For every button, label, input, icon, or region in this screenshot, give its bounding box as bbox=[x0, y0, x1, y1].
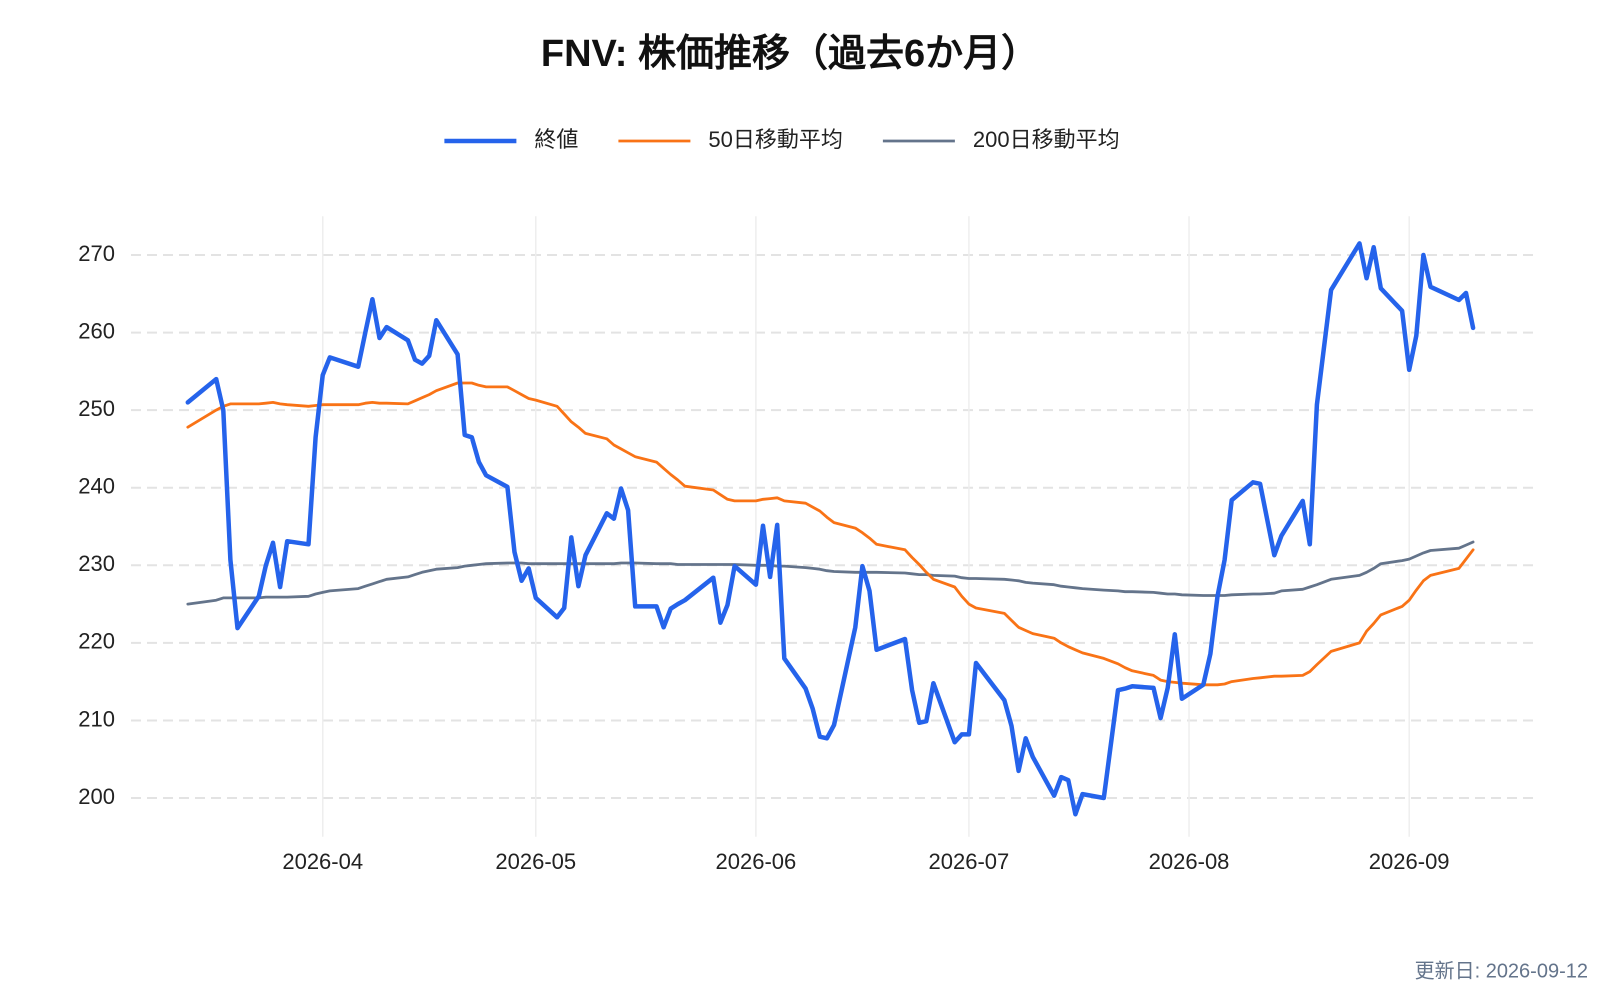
series-line bbox=[186, 381, 1475, 687]
y-tick-label: 230 bbox=[78, 551, 115, 576]
series-line bbox=[186, 540, 1475, 606]
y-tick-label: 220 bbox=[78, 629, 115, 654]
x-tick-label: 2026-07 bbox=[929, 849, 1010, 874]
chart-title: FNV: 株価推移（過去6か月） bbox=[541, 33, 1039, 75]
y-tick-label: 240 bbox=[78, 474, 115, 499]
y-tick-label: 260 bbox=[78, 318, 115, 343]
series-line bbox=[185, 241, 1476, 817]
y-tick-label: 210 bbox=[78, 706, 115, 731]
y-tick-label: 270 bbox=[78, 241, 115, 266]
footer-note: 更新日: 2026-09-12 bbox=[1415, 959, 1588, 982]
x-tick-label: 2026-04 bbox=[282, 849, 363, 874]
x-tick-label: 2026-09 bbox=[1369, 849, 1450, 874]
legend-label: 終値 bbox=[534, 127, 578, 152]
x-tick-label: 2026-08 bbox=[1149, 849, 1230, 874]
legend-label: 50日移動平均 bbox=[708, 127, 842, 152]
y-tick-label: 200 bbox=[78, 784, 115, 809]
x-tick-label: 2026-06 bbox=[716, 849, 797, 874]
y-tick-label: 250 bbox=[78, 396, 115, 421]
legend-label: 200日移動平均 bbox=[973, 127, 1120, 152]
x-tick-label: 2026-05 bbox=[495, 849, 576, 874]
